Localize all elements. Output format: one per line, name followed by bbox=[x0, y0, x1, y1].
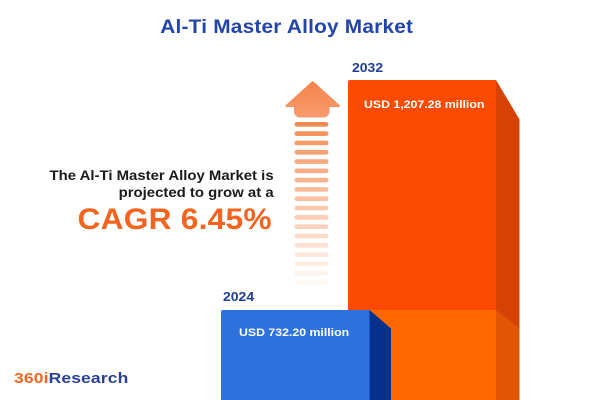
arrow-stripe bbox=[294, 289, 329, 295]
arrow-head bbox=[285, 81, 340, 108]
growth-arrow-icon bbox=[285, 81, 340, 295]
arrow-stripe bbox=[294, 187, 329, 192]
arrow-stripe bbox=[294, 196, 329, 202]
arrow-stripes bbox=[294, 122, 329, 295]
arrow-stripe bbox=[294, 280, 329, 285]
bar-2024-side-face bbox=[369, 310, 391, 400]
logo-prefix: 360i bbox=[14, 371, 49, 388]
arrow-head-base bbox=[285, 104, 340, 107]
logo-suffix: Research bbox=[48, 371, 129, 388]
arrow-stripe bbox=[294, 242, 329, 248]
bar-label-2032: 2032 bbox=[352, 59, 384, 75]
arrow-stripe bbox=[294, 224, 329, 229]
arrow-stripe bbox=[294, 177, 329, 183]
arrow-stripe bbox=[294, 215, 329, 220]
arrow-stripe bbox=[294, 122, 329, 127]
page-title: Al-Ti Master Alloy Market bbox=[160, 17, 414, 39]
bar-2032-lower-side-face bbox=[496, 310, 520, 400]
bar-2032 bbox=[348, 80, 520, 400]
arrow-stripe bbox=[294, 149, 329, 155]
cagr-value: CAGR 6.45% bbox=[77, 203, 272, 237]
arrow-stripe bbox=[294, 131, 329, 136]
arrow-stripe bbox=[294, 261, 329, 267]
growth-description-line1: The Al-Ti Master Alloy Market is bbox=[49, 167, 274, 183]
arrow-stripe bbox=[294, 252, 329, 257]
arrow-stripe bbox=[294, 168, 329, 174]
bar-2024 bbox=[221, 310, 391, 400]
growth-description: The Al-Ti Master Alloy Market is project… bbox=[50, 167, 274, 202]
logo-360iresearch: 360iResearch bbox=[14, 372, 128, 387]
arrow-stripe bbox=[294, 233, 329, 239]
arrow-stripe bbox=[294, 159, 329, 164]
arrow-stripe bbox=[294, 270, 329, 276]
bar-value-2024: USD 732.20 million bbox=[238, 327, 349, 340]
bar-value-2032: USD 1,207.28 million bbox=[363, 99, 484, 112]
arrow-stripe bbox=[294, 205, 329, 211]
arrow-stripe bbox=[294, 140, 329, 146]
bar-label-2024: 2024 bbox=[222, 289, 254, 304]
bar-2024-front-face bbox=[221, 310, 370, 400]
growth-description-line2: projected to grow at a bbox=[118, 185, 274, 200]
